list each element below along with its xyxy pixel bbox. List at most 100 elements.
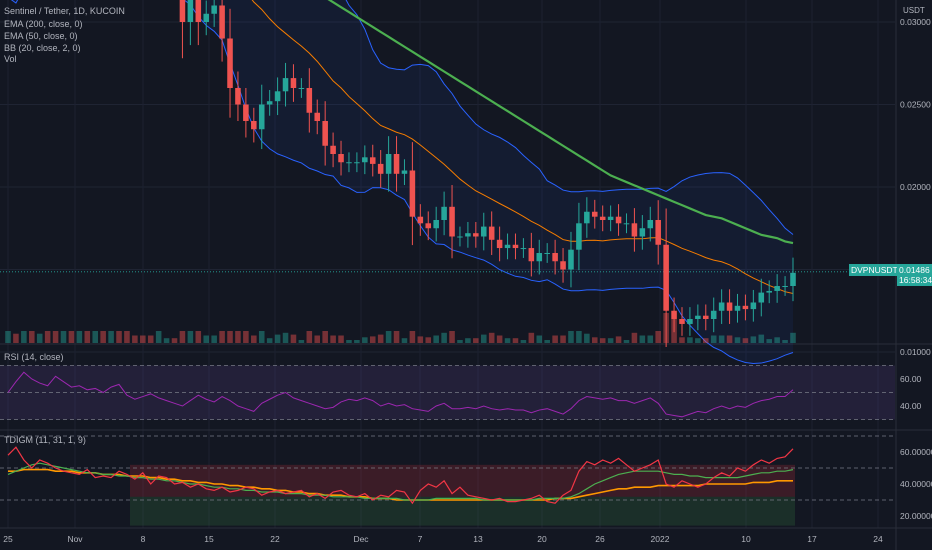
rsi-label[interactable]: RSI (14, close) xyxy=(4,352,64,362)
candle-body xyxy=(235,88,241,105)
candle-body xyxy=(774,286,780,291)
volume-bar xyxy=(576,331,582,343)
volume-bar xyxy=(742,338,749,343)
candle-body xyxy=(695,315,701,319)
volume-bar xyxy=(187,331,194,343)
chart-title: Sentinel / Tether, 1D, KUCOIN xyxy=(4,6,125,16)
volume-bar xyxy=(528,332,535,343)
volume-bar xyxy=(330,335,336,343)
candle-body xyxy=(480,226,487,237)
volume-bar xyxy=(52,331,59,343)
volume-bar xyxy=(544,340,550,343)
candle-body xyxy=(591,211,598,217)
candle-body xyxy=(369,157,376,164)
time-tick-label: 25 xyxy=(3,534,13,544)
volume-bar xyxy=(92,331,98,343)
volume-bar xyxy=(243,331,249,343)
volume-bar xyxy=(647,335,654,343)
volume-bar xyxy=(623,340,630,343)
candle-body xyxy=(449,206,455,237)
volume-bar xyxy=(703,338,709,343)
volume-bar xyxy=(84,331,91,343)
legend-ema200[interactable]: EMA (200, close, 0) xyxy=(4,19,83,29)
symbol-tag: DVPNUSDT xyxy=(849,264,898,276)
candle-body xyxy=(528,248,535,262)
candle-body xyxy=(734,305,741,311)
candle-body xyxy=(560,261,566,270)
tdigm-red-band xyxy=(130,464,795,497)
legend-vol[interactable]: Vol xyxy=(4,54,17,64)
candle-body xyxy=(187,0,194,22)
time-tick-label: 2022 xyxy=(651,534,670,544)
volume-bar xyxy=(473,338,479,343)
volume-bar xyxy=(417,336,424,343)
candle-body xyxy=(306,88,313,113)
volume-bar xyxy=(44,331,51,343)
volume-bar xyxy=(306,331,313,343)
candle-body xyxy=(401,170,408,174)
volume-bar xyxy=(425,337,432,343)
candle-body xyxy=(457,236,463,238)
time-tick-label: Nov xyxy=(67,534,83,544)
price-tick-label: 0.02000 xyxy=(900,182,931,192)
candle-body xyxy=(179,0,186,22)
volume-bar xyxy=(385,331,392,343)
legend-ema50[interactable]: EMA (50, close, 0) xyxy=(4,31,78,41)
volume-bar xyxy=(734,337,741,343)
candle-body xyxy=(703,315,709,319)
candle-body xyxy=(298,88,305,89)
candle-body xyxy=(322,121,328,146)
volume-bar xyxy=(108,331,114,343)
legend-bb[interactable]: BB (20, close, 2, 0) xyxy=(4,43,81,53)
rsi-tick-label: 40.00 xyxy=(900,401,922,411)
volume-bar xyxy=(29,331,35,343)
volume-bar xyxy=(671,319,677,343)
candle-body xyxy=(425,223,432,229)
volume-bar xyxy=(322,331,328,343)
candle-body xyxy=(623,223,630,225)
volume-bar xyxy=(235,331,241,343)
candle-body xyxy=(504,244,511,249)
candle-body xyxy=(726,302,733,311)
candle-body xyxy=(679,319,685,324)
candle-body xyxy=(710,310,717,319)
volume-bar xyxy=(687,337,693,343)
volume-bar xyxy=(116,331,122,343)
volume-bar xyxy=(449,331,455,343)
volume-bar xyxy=(369,336,376,343)
volume-bar xyxy=(251,335,257,343)
volume-bar xyxy=(488,332,495,343)
tdigm-red-line xyxy=(7,446,794,505)
candle-body xyxy=(362,157,368,163)
volume-bar xyxy=(171,338,178,343)
ema50-line xyxy=(327,0,794,245)
time-tick-label: 15 xyxy=(204,534,214,544)
volume-bar xyxy=(36,333,43,343)
rsi-line xyxy=(7,371,794,418)
tdigm-label[interactable]: TDIGM (11, 31, 1, 9) xyxy=(4,435,86,445)
volume-bar xyxy=(782,340,788,343)
volume-bar xyxy=(631,332,638,343)
candle-body xyxy=(441,206,447,220)
volume-bar xyxy=(695,338,701,343)
candle-body xyxy=(274,91,281,102)
volume-bar xyxy=(663,313,669,343)
time-tick-label: 22 xyxy=(270,534,280,544)
candle-body xyxy=(790,272,796,286)
bb-lower-line xyxy=(10,0,794,365)
candle-body xyxy=(473,233,479,237)
candle-body xyxy=(409,170,416,217)
volume-bar xyxy=(607,338,614,343)
volume-bar xyxy=(512,338,519,343)
volume-bar xyxy=(140,335,146,343)
volume-bar xyxy=(504,338,511,343)
candle-body xyxy=(243,104,249,121)
candle-body xyxy=(655,220,661,245)
candle-body xyxy=(282,78,289,92)
volume-bar xyxy=(314,335,321,343)
countdown-tag: 16:58:34 xyxy=(897,274,932,286)
volume-bar xyxy=(163,338,170,343)
last-price-tag: 0.01486 xyxy=(897,264,932,276)
volume-bar xyxy=(480,334,487,343)
